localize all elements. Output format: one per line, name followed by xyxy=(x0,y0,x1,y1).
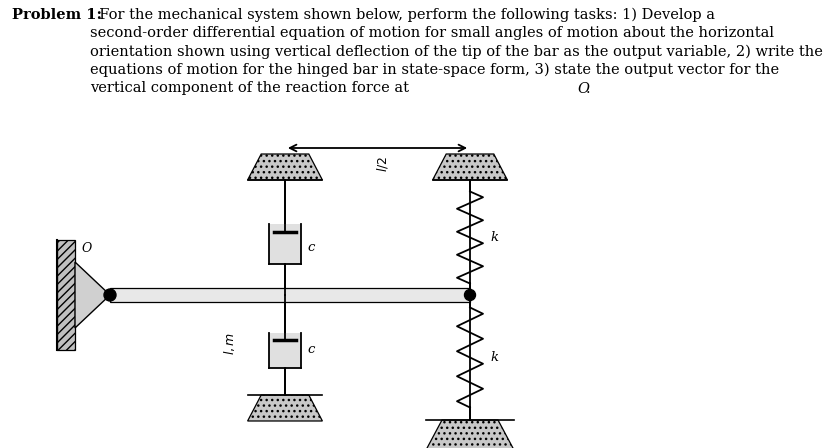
Text: O: O xyxy=(576,82,588,96)
Text: c: c xyxy=(307,344,314,357)
Text: k: k xyxy=(490,351,497,364)
Text: Problem 1:: Problem 1: xyxy=(12,8,102,22)
Bar xyxy=(269,224,301,264)
Text: $\it{l}/2$: $\it{l}/2$ xyxy=(375,156,390,172)
Text: $\it{l, m}$: $\it{l, m}$ xyxy=(222,332,237,355)
Bar xyxy=(269,333,301,368)
Text: k: k xyxy=(490,231,497,244)
Polygon shape xyxy=(432,154,507,180)
Text: O: O xyxy=(82,241,92,254)
Text: For the mechanical system shown below, perform the following tasks: 1) Develop a: For the mechanical system shown below, p… xyxy=(90,8,822,95)
Circle shape xyxy=(464,289,475,301)
Polygon shape xyxy=(247,154,322,180)
Polygon shape xyxy=(75,262,110,328)
Bar xyxy=(57,240,75,350)
Bar xyxy=(110,288,470,302)
Circle shape xyxy=(104,289,116,301)
Text: c: c xyxy=(307,241,314,254)
Polygon shape xyxy=(425,420,514,448)
Polygon shape xyxy=(247,395,322,421)
Text: .: . xyxy=(586,82,590,96)
